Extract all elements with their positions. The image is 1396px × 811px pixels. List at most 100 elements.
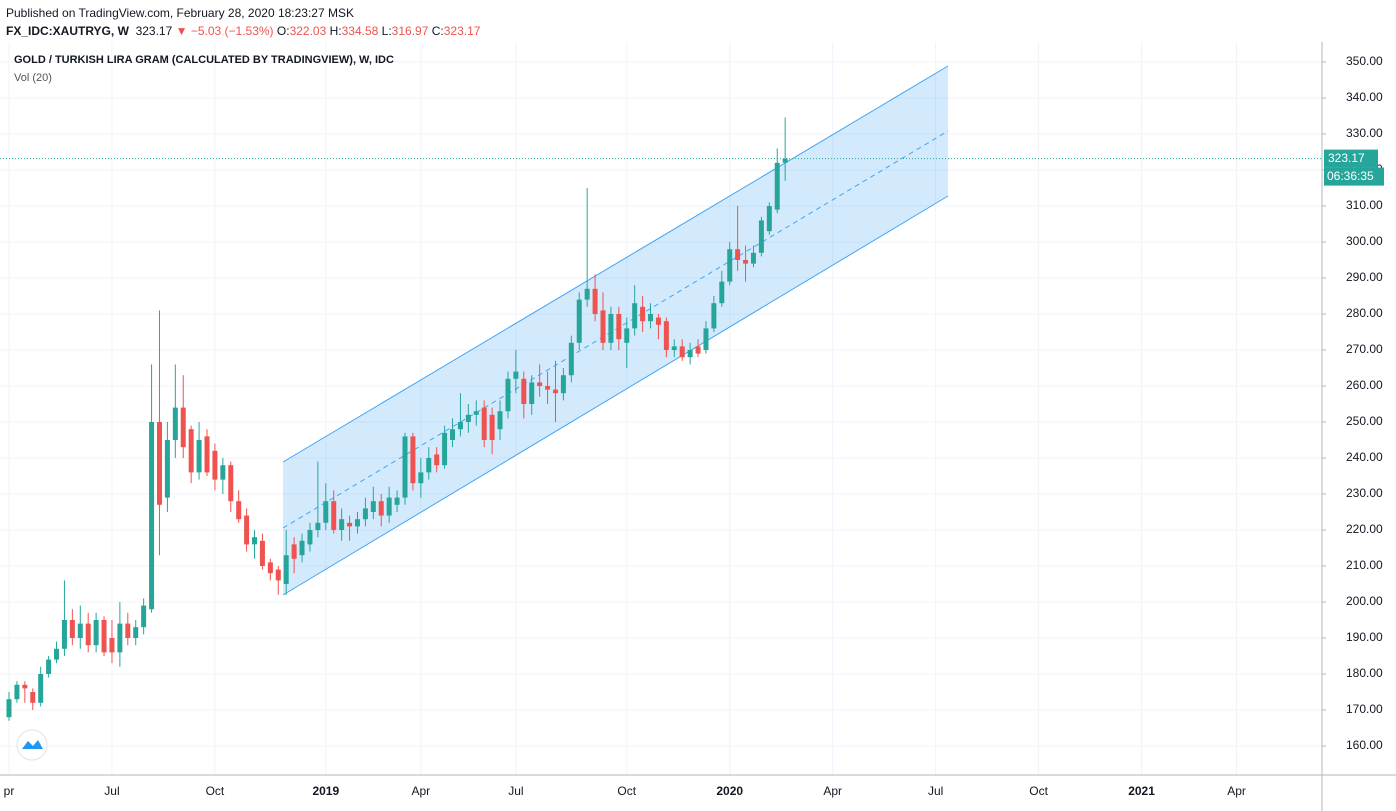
candle-body <box>481 407 487 440</box>
candle-body <box>125 623 131 638</box>
candle-body <box>386 497 392 516</box>
candle-body <box>331 501 337 530</box>
candle-body <box>236 501 242 520</box>
y-tick-label: 290.00 <box>1346 270 1383 284</box>
candle-body <box>576 299 582 343</box>
published: Published on TradingView.com, February 2… <box>6 6 354 20</box>
candle-body <box>774 162 780 210</box>
candle-body <box>323 501 329 523</box>
y-tick-label: 310.00 <box>1346 198 1383 212</box>
candle-body <box>648 314 654 322</box>
o-label: O: <box>276 24 290 38</box>
candles <box>6 117 788 721</box>
header: Published on TradingView.com, February 2… <box>6 4 480 40</box>
candle-body <box>632 303 638 329</box>
candle-body <box>457 421 463 430</box>
candle-body <box>584 288 590 300</box>
candle-body <box>442 432 448 466</box>
y-tick-label: 300.00 <box>1346 234 1383 248</box>
candle-body <box>267 562 273 574</box>
candle-body <box>537 382 543 387</box>
countdown-box <box>1324 167 1384 186</box>
candle-body <box>196 439 202 473</box>
x-tick-label: 2021 <box>1128 784 1155 798</box>
y-tick-label: 260.00 <box>1346 378 1383 392</box>
candle-body <box>46 659 52 674</box>
y-tick-label: 350.00 <box>1346 54 1383 68</box>
candle-body <box>719 281 725 304</box>
candle-body <box>782 158 788 163</box>
candle-body <box>687 350 693 358</box>
x-tick-label: pr <box>4 784 15 798</box>
candle-body <box>743 260 749 264</box>
candle-body <box>54 648 60 660</box>
candle-body <box>244 515 250 545</box>
candle-body <box>624 328 630 343</box>
candle-body <box>6 699 12 718</box>
candle-body <box>600 310 606 343</box>
y-tick-label: 220.00 <box>1346 522 1383 536</box>
ohlc-line: FX_IDC:XAUTRYG, W 323.17 ▼ −5.03 (−1.53%… <box>6 22 480 40</box>
y-tick-label: 160.00 <box>1346 738 1383 752</box>
candle-body <box>85 623 91 646</box>
x-tick-label: 2019 <box>312 784 339 798</box>
candle-body <box>703 328 709 351</box>
candle-body <box>679 346 685 358</box>
candle-body <box>489 414 495 440</box>
candle-body <box>172 407 178 440</box>
candle-body <box>473 411 479 415</box>
candle-body <box>347 522 353 527</box>
candle-body <box>497 411 503 430</box>
x-tick-label: Jul <box>508 784 523 798</box>
candle-body <box>204 436 210 473</box>
candle-body <box>315 522 321 530</box>
candle-body <box>14 684 20 700</box>
candle-body <box>252 537 258 545</box>
candle-body <box>220 465 226 480</box>
candle-body <box>69 619 75 638</box>
grid <box>0 42 1322 775</box>
y-tick-label: 270.00 <box>1346 342 1383 356</box>
candle-body <box>93 619 99 646</box>
candle-body <box>663 321 669 351</box>
candle-body <box>117 623 123 653</box>
candle-body <box>259 540 265 566</box>
candle-body <box>362 508 368 520</box>
y-tick-label: 210.00 <box>1346 558 1383 572</box>
candle-body <box>22 684 28 689</box>
candle-body <box>758 220 764 253</box>
channel-fill <box>283 66 948 595</box>
logo-icon <box>22 740 43 749</box>
y-tick-label: 330.00 <box>1346 126 1383 140</box>
candle-body <box>38 673 44 703</box>
y-tick-label: 340.00 <box>1346 90 1383 104</box>
candle-body <box>545 386 551 390</box>
candle-body <box>402 436 408 498</box>
symbol: FX_IDC:XAUTRYG, W <box>6 24 129 38</box>
candle-body <box>109 637 115 653</box>
x-tick-label: Apr <box>823 784 842 798</box>
candle-body <box>188 429 194 473</box>
candle-body <box>149 421 155 610</box>
chart-title: GOLD / TURKISH LIRA GRAM (CALCULATED BY … <box>14 54 394 66</box>
y-tick-label: 190.00 <box>1346 630 1383 644</box>
x-tick-label: Oct <box>206 784 225 798</box>
candle-body <box>275 569 281 581</box>
candle-body <box>354 519 360 527</box>
candle-body <box>418 472 424 484</box>
candle-body <box>465 414 471 422</box>
h-label: H: <box>329 24 342 38</box>
candle-body <box>426 457 432 473</box>
x-tick-label: 2020 <box>716 784 743 798</box>
channel-mid <box>282 130 949 529</box>
candle-body <box>141 605 147 628</box>
candle-body <box>212 450 218 480</box>
x-tick-label: Apr <box>1227 784 1246 798</box>
candle-body <box>61 619 67 649</box>
candle-body <box>156 421 162 505</box>
candle-body <box>655 317 661 325</box>
candle-body <box>307 529 313 545</box>
x-tick-label: Jul <box>928 784 943 798</box>
